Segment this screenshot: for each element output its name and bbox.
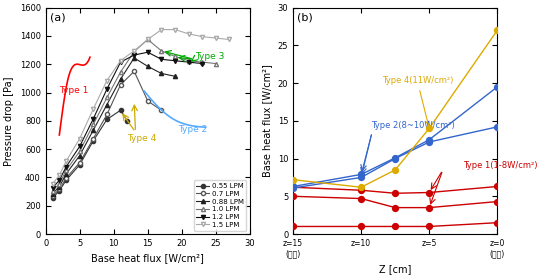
Point — [425, 138, 434, 142]
Point — [289, 194, 298, 198]
Point — [391, 205, 399, 210]
Point — [289, 185, 298, 190]
Point — [391, 191, 399, 195]
Legend: 0.55 LPM, 0.7 LPM, 0.88 LPM, 1.0 LPM, 1.2 LPM, 1.5 LPM: 0.55 LPM, 0.7 LPM, 0.88 LPM, 1.0 LPM, 1.… — [194, 180, 246, 230]
Point — [493, 28, 502, 33]
Point — [357, 175, 366, 180]
Point — [357, 185, 366, 190]
Point — [493, 184, 502, 189]
Text: Type 2(8~10W/cm²): Type 2(8~10W/cm²) — [370, 121, 454, 130]
X-axis label: Z [cm]: Z [cm] — [379, 264, 411, 274]
Point — [357, 196, 366, 201]
Text: Type 4(11W/cm²): Type 4(11W/cm²) — [381, 76, 453, 125]
Point — [357, 172, 366, 177]
Point — [357, 224, 366, 229]
Point — [425, 205, 434, 210]
Point — [289, 224, 298, 229]
Text: Type 4: Type 4 — [127, 134, 157, 143]
Text: Type 3: Type 3 — [195, 52, 225, 61]
Point — [493, 199, 502, 204]
Text: (a): (a) — [50, 12, 65, 22]
Point — [289, 186, 298, 190]
Point — [357, 188, 366, 192]
Point — [391, 224, 399, 229]
Point — [425, 126, 434, 131]
Point — [493, 85, 502, 89]
Y-axis label: Base heat flux [W/cm²]: Base heat flux [W/cm²] — [262, 64, 272, 177]
Point — [289, 184, 298, 189]
Point — [391, 168, 399, 172]
Point — [493, 125, 502, 129]
Point — [289, 177, 298, 182]
Text: Type 1: Type 1 — [59, 86, 89, 95]
Point — [425, 224, 434, 229]
Point — [493, 220, 502, 225]
Text: Type 2: Type 2 — [178, 125, 208, 134]
X-axis label: Base heat flux [W/cm²]: Base heat flux [W/cm²] — [91, 254, 204, 264]
Y-axis label: Pressure drop [Pa]: Pressure drop [Pa] — [4, 76, 14, 166]
Text: (b): (b) — [297, 12, 313, 22]
Point — [391, 156, 399, 161]
Point — [425, 140, 434, 144]
Text: Type 1(1-8W/cm²): Type 1(1-8W/cm²) — [463, 161, 538, 170]
Point — [425, 190, 434, 195]
Point — [391, 156, 399, 160]
